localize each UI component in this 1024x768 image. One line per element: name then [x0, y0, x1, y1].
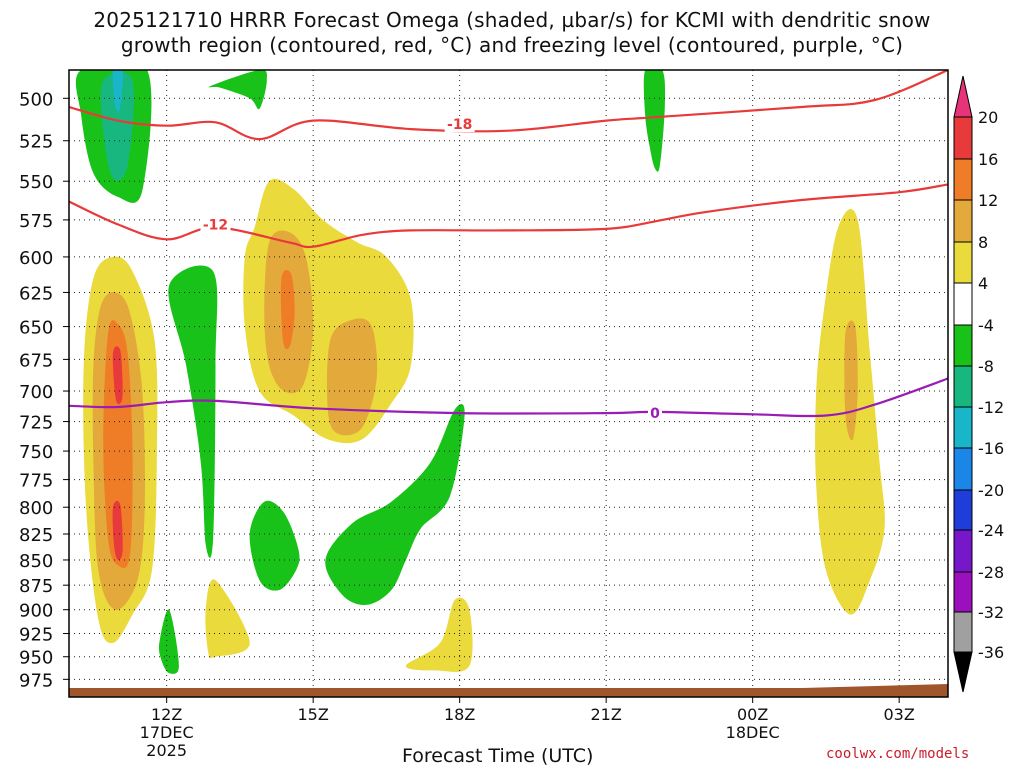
x-tick-label-18Z: 18Z [444, 705, 475, 724]
x-tick-sublabel-17DEC: 17DEC [140, 723, 194, 742]
x-axis-label: Forecast Time (UTC) [402, 745, 594, 767]
plot-frame [68, 69, 949, 698]
colorbar-label--12: -12 [978, 398, 1004, 417]
y-tick-label-675: 675 [19, 350, 53, 371]
isotherm-label--18: -18 [447, 117, 472, 133]
chart-title-line-1: 2025121710 HRRR Forecast Omega (shaded, … [93, 8, 931, 32]
colorbar-label--28: -28 [978, 563, 1004, 582]
x-tick-sublabel-18DEC: 18DEC [726, 723, 780, 742]
colorbar-box-1 [953, 158, 973, 201]
y-tick-label-975: 975 [19, 670, 53, 691]
y-tick-label-550: 550 [19, 172, 53, 193]
omega-region-13 [280, 269, 295, 350]
omega-region-14 [326, 318, 378, 436]
source-credit: coolwx.com/models [826, 746, 970, 762]
omega-region-2 [112, 70, 124, 112]
colorbar-box-4 [953, 282, 973, 326]
y-tick-label-725: 725 [19, 413, 53, 434]
colorbar-box-9 [953, 489, 973, 531]
colorbar-label--24: -24 [978, 521, 1004, 540]
y-tick-label-700: 700 [19, 382, 53, 403]
chart-title-line-2: growth region (contoured, red, °C) and f… [120, 33, 904, 57]
isotherm-label--12: -12 [203, 217, 228, 233]
colorbar-box-2 [953, 199, 973, 243]
frame [68, 69, 949, 698]
y-tick-label-800: 800 [19, 498, 53, 519]
colorbar-box-5 [953, 324, 973, 367]
colorbar-label--4: -4 [978, 316, 994, 335]
y-tick-label-825: 825 [19, 525, 53, 546]
x-tick-label-15Z: 15Z [298, 705, 329, 724]
omega-region-18 [205, 579, 250, 659]
isotherm--18 [69, 70, 948, 141]
x-tick-label-00Z: 00Z [737, 705, 768, 724]
x-tick-label-03Z: 03Z [884, 705, 915, 724]
isotherm-label-0: 0 [650, 406, 660, 422]
y-tick-label-500: 500 [19, 89, 53, 110]
y-tick-label-750: 750 [19, 442, 53, 463]
omega-region-9 [112, 500, 123, 561]
y-tick-label-575: 575 [19, 211, 53, 232]
omega-region-19 [405, 597, 473, 672]
isotherm-label-bg--18 [444, 116, 475, 133]
colorbar-box-11 [953, 571, 973, 613]
colorbar-label-12: 12 [978, 191, 998, 210]
colorbar-label--8: -8 [978, 357, 994, 376]
omega-region-17 [158, 609, 179, 674]
ground-surface [69, 684, 948, 697]
colorbar-box-10 [953, 529, 973, 573]
colorbar-label--20: -20 [978, 481, 1004, 500]
y-tick-label-600: 600 [19, 248, 53, 269]
colorbar-box-7 [953, 406, 973, 449]
omega-region-15 [249, 500, 300, 591]
colorbar-box-12 [953, 611, 973, 653]
colorbar-label--16: -16 [978, 439, 1004, 458]
colorbar-label--36: -36 [978, 643, 1004, 662]
omega-region-3 [208, 70, 267, 110]
colorbar-box-0 [953, 116, 973, 160]
omega-region-4 [643, 70, 666, 172]
omega-region-10 [168, 265, 218, 558]
ground-strip [69, 684, 948, 697]
y-tick-label-525: 525 [19, 132, 53, 153]
colorbar-label--32: -32 [978, 603, 1004, 622]
y-tick-label-900: 900 [19, 601, 53, 622]
colorbar-bottom-arrow [953, 651, 973, 693]
y-tick-label-850: 850 [19, 551, 53, 572]
x-tick-label-21Z: 21Z [591, 705, 622, 724]
omega-region-16 [325, 404, 465, 605]
colorbar-box-8 [953, 447, 973, 491]
colorbar-label-20: 20 [978, 108, 998, 127]
colorbar: 20 16 12 8 4 -4 -8 -12 -16 -20 -24 -28 -32 -36 [953, 75, 1004, 693]
y-tick-label-875: 875 [19, 576, 53, 597]
omega-region-8 [112, 346, 123, 405]
colorbar-label-16: 16 [978, 150, 998, 169]
colorbar-label-4: 4 [978, 274, 988, 293]
colorbar-top-arrow [953, 75, 973, 118]
x-tick-label-12Z: 12Z [151, 705, 182, 724]
isotherm--12 [69, 183, 948, 249]
colorbar-box-3 [953, 241, 973, 284]
y-tick-label-625: 625 [19, 283, 53, 304]
y-tick-label-775: 775 [19, 471, 53, 492]
colorbar-box-6 [953, 365, 973, 408]
omega-shading [75, 70, 885, 674]
y-tick-label-950: 950 [19, 648, 53, 669]
x-tick-sublabel-2025: 2025 [146, 741, 187, 760]
colorbar-label-8: 8 [978, 233, 988, 252]
isotherm-0 [69, 377, 948, 418]
y-tick-label-925: 925 [19, 625, 53, 646]
isotherm-label-bg--12 [200, 216, 231, 233]
isotherm-label-bg-0 [648, 405, 662, 422]
isotherm-contours: -18 -12 0 [69, 70, 948, 422]
axes: 500 525 550 575 600 625 650 675 700 725 750 775 800 8… [19, 89, 915, 760]
y-tick-label-650: 650 [19, 318, 53, 339]
omega-region-7 [103, 320, 133, 569]
omega-region-1 [100, 72, 134, 181]
